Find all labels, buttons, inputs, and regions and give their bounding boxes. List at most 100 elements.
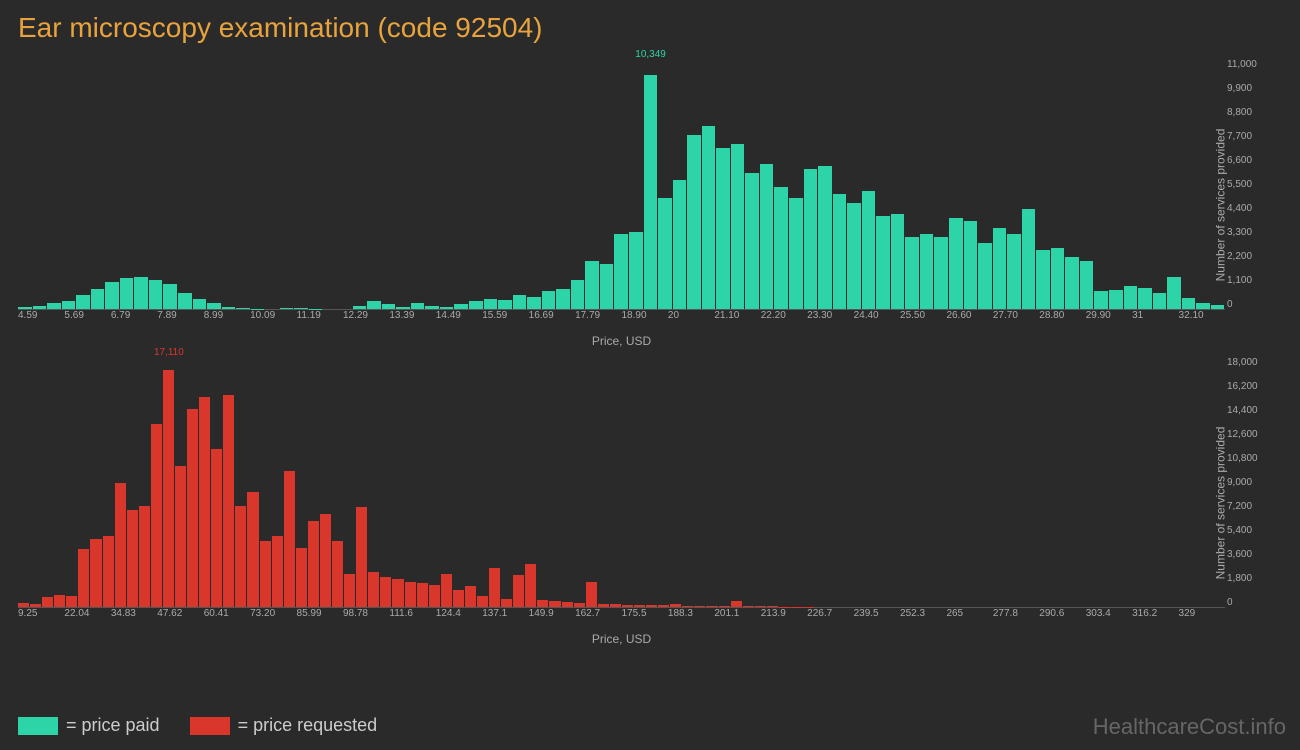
histogram-bar: [646, 605, 657, 607]
chart-price-requested: 17,110 01,8003,6005,4007,2009,00010,8001…: [18, 358, 1225, 648]
histogram-bar: [223, 395, 234, 607]
x-tick: 15.59: [482, 310, 528, 328]
histogram-bar: [47, 303, 61, 309]
y-tick: 7,700: [1227, 132, 1275, 142]
histogram-bar: [440, 307, 454, 309]
histogram-bar: [247, 492, 258, 607]
y-axis-label: Number of services provided: [1214, 129, 1228, 282]
histogram-bar: [1065, 257, 1079, 309]
y-tick: 5,500: [1227, 180, 1275, 190]
histogram-bar: [571, 280, 585, 309]
y-tick: 3,600: [1227, 550, 1275, 560]
histogram-bar: [694, 606, 705, 607]
x-tick: 34.83: [111, 608, 157, 626]
histogram-bar: [862, 191, 876, 309]
histogram-bar: [454, 304, 468, 309]
histogram-bar: [562, 602, 573, 607]
histogram-bar: [120, 278, 134, 309]
histogram-bar: [634, 605, 645, 607]
histogram-bar: [284, 471, 295, 607]
histogram-bar: [1007, 234, 1021, 309]
y-tick: 10,800: [1227, 454, 1275, 464]
x-tick: 13.39: [389, 310, 435, 328]
x-tick: 9.25: [18, 608, 64, 626]
y-tick: 3,300: [1227, 228, 1275, 238]
peak-label-paid: 10,349: [635, 49, 666, 60]
x-tick: 85.99: [297, 608, 343, 626]
histogram-bar: [211, 449, 222, 607]
y-tick: 9,000: [1227, 478, 1275, 488]
y-tick: 1,800: [1227, 574, 1275, 584]
x-tick: 329: [1179, 608, 1225, 626]
histogram-bar: [614, 234, 628, 309]
histogram-bar: [1182, 298, 1196, 309]
histogram-bar: [719, 606, 730, 607]
histogram-bar: [392, 579, 403, 607]
histogram-bar: [193, 299, 207, 309]
histogram-bar: [818, 166, 832, 309]
histogram-bar: [658, 605, 669, 607]
histogram-bar: [272, 536, 283, 607]
histogram-bar: [513, 295, 527, 309]
x-tick: 60.41: [204, 608, 250, 626]
histogram-bar: [706, 606, 717, 607]
histogram-bar: [207, 303, 221, 309]
histogram-bar: [353, 306, 367, 309]
x-tick: 265: [946, 608, 992, 626]
histogram-bar: [549, 601, 560, 607]
legend-swatch: [190, 717, 230, 735]
x-tick: 5.69: [64, 310, 110, 328]
histogram-bar: [670, 604, 681, 607]
histogram-bar: [332, 541, 343, 607]
histogram-bar: [833, 194, 847, 309]
histogram-bar: [1138, 288, 1152, 310]
histogram-bar: [760, 164, 774, 309]
histogram-bar: [905, 237, 919, 309]
x-tick: 25.50: [900, 310, 946, 328]
y-tick: 8,800: [1227, 108, 1275, 118]
histogram-bar: [767, 606, 778, 607]
x-tick: 73.20: [250, 608, 296, 626]
x-tick: 213.9: [761, 608, 807, 626]
histogram-bar: [774, 187, 788, 309]
histogram-bar: [469, 301, 483, 309]
histogram-bar: [30, 604, 41, 607]
x-tick: 149.9: [529, 608, 575, 626]
histogram-bar: [527, 297, 541, 309]
x-tick: 24.40: [854, 310, 900, 328]
x-tick: 137.1: [482, 608, 528, 626]
histogram-bar: [978, 243, 992, 309]
histogram-bar: [934, 237, 948, 309]
x-tick: 226.7: [807, 608, 853, 626]
x-tick: 31: [1132, 310, 1178, 328]
histogram-bar: [891, 214, 905, 309]
x-tick: 17.79: [575, 310, 621, 328]
y-tick: 2,200: [1227, 252, 1275, 262]
histogram-bar: [33, 306, 47, 309]
histogram-bar: [199, 397, 210, 607]
histogram-bar: [574, 603, 585, 607]
x-tick: 28.80: [1039, 310, 1085, 328]
histogram-bar: [222, 307, 236, 309]
histogram-bar: [280, 308, 294, 309]
histogram-bar: [453, 590, 464, 607]
y-tick: 18,000: [1227, 358, 1275, 368]
histogram-bar: [1080, 261, 1094, 309]
histogram-bar: [658, 198, 672, 309]
histogram-bar: [134, 277, 148, 309]
histogram-bar: [66, 596, 77, 607]
histogram-bar: [716, 148, 730, 309]
histogram-bar: [556, 289, 570, 309]
histogram-bar: [441, 574, 452, 607]
x-axis-label: Price, USD: [18, 334, 1225, 348]
x-tick: 239.5: [854, 608, 900, 626]
histogram-bar: [598, 604, 609, 607]
x-tick: 26.60: [946, 310, 992, 328]
histogram-bar: [380, 577, 391, 607]
histogram-bar: [139, 506, 150, 607]
x-tick: 98.78: [343, 608, 389, 626]
y-tick: 0: [1227, 300, 1275, 310]
histogram-bar: [127, 510, 138, 607]
x-tick: 12.29: [343, 310, 389, 328]
legend: = price paid = price requested: [18, 715, 377, 736]
